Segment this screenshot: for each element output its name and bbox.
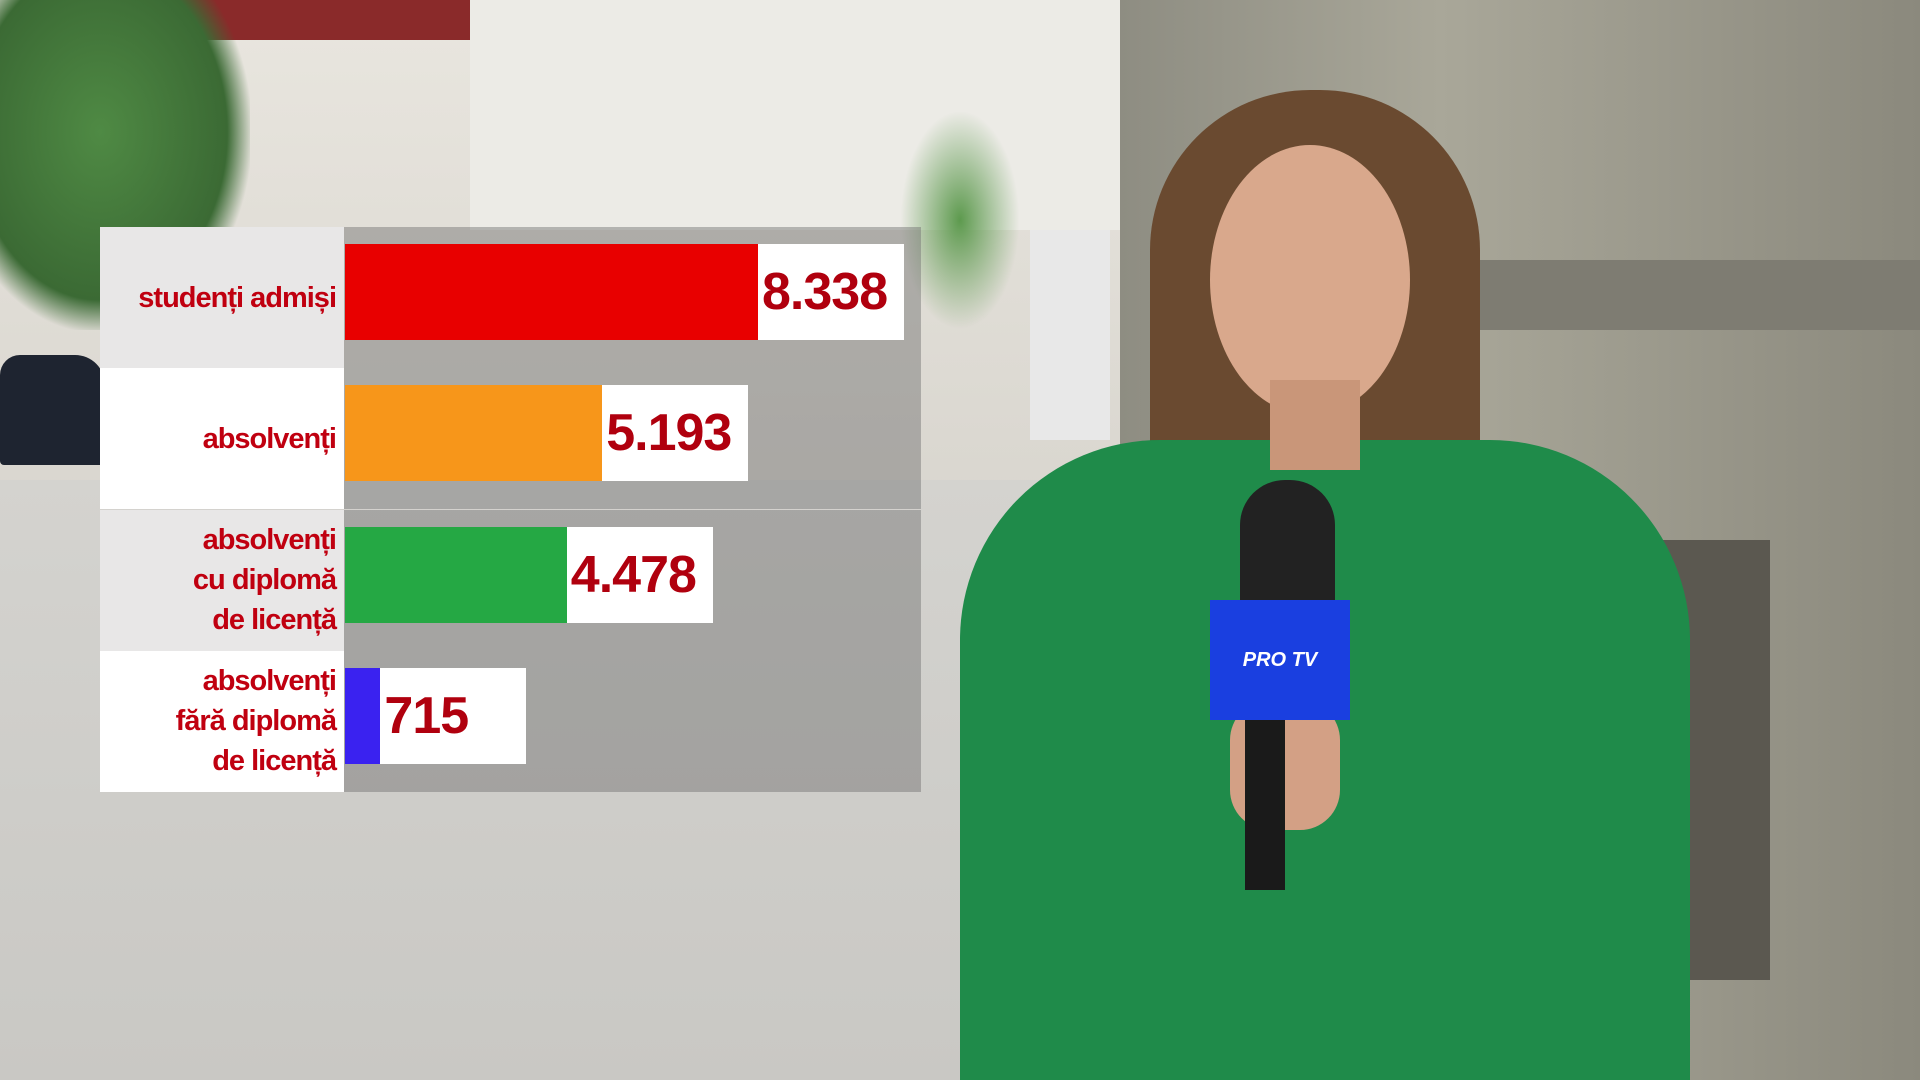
value-label: 4.478 (566, 526, 713, 623)
chart-row: absolvenți 5.193 (100, 368, 921, 510)
bar (345, 667, 381, 764)
chart-row: absolvenți cu diplomă de licență 4.478 (100, 509, 921, 651)
category-label: studenți admiși (100, 227, 344, 368)
bar (345, 385, 603, 482)
plot-area: 715 (344, 650, 921, 792)
bar-chart: studenți admiși 8.338 absolvenți 5.193 absol… (100, 227, 921, 792)
category-label: absolvenți cu diplomă de licență (100, 509, 344, 651)
chart-row: studenți admiși 8.338 (100, 227, 921, 368)
bar (345, 526, 567, 623)
plot-area: 5.193 (344, 368, 921, 510)
category-label: absolvenți (100, 368, 344, 510)
plot-area: 4.478 (344, 509, 921, 651)
value-label: 8.338 (758, 244, 904, 340)
category-label: absolvenți fără diplomă de licență (100, 650, 344, 792)
chart-row: absolvenți fără diplomă de licență 715 (100, 650, 921, 792)
value-label: 715 (380, 667, 527, 764)
protv-logo: PRO TV (1242, 648, 1318, 671)
microphone-flag: PRO TV (1210, 600, 1350, 720)
bar (345, 244, 758, 340)
plot-area: 8.338 (344, 227, 921, 368)
value-label: 5.193 (602, 385, 749, 482)
